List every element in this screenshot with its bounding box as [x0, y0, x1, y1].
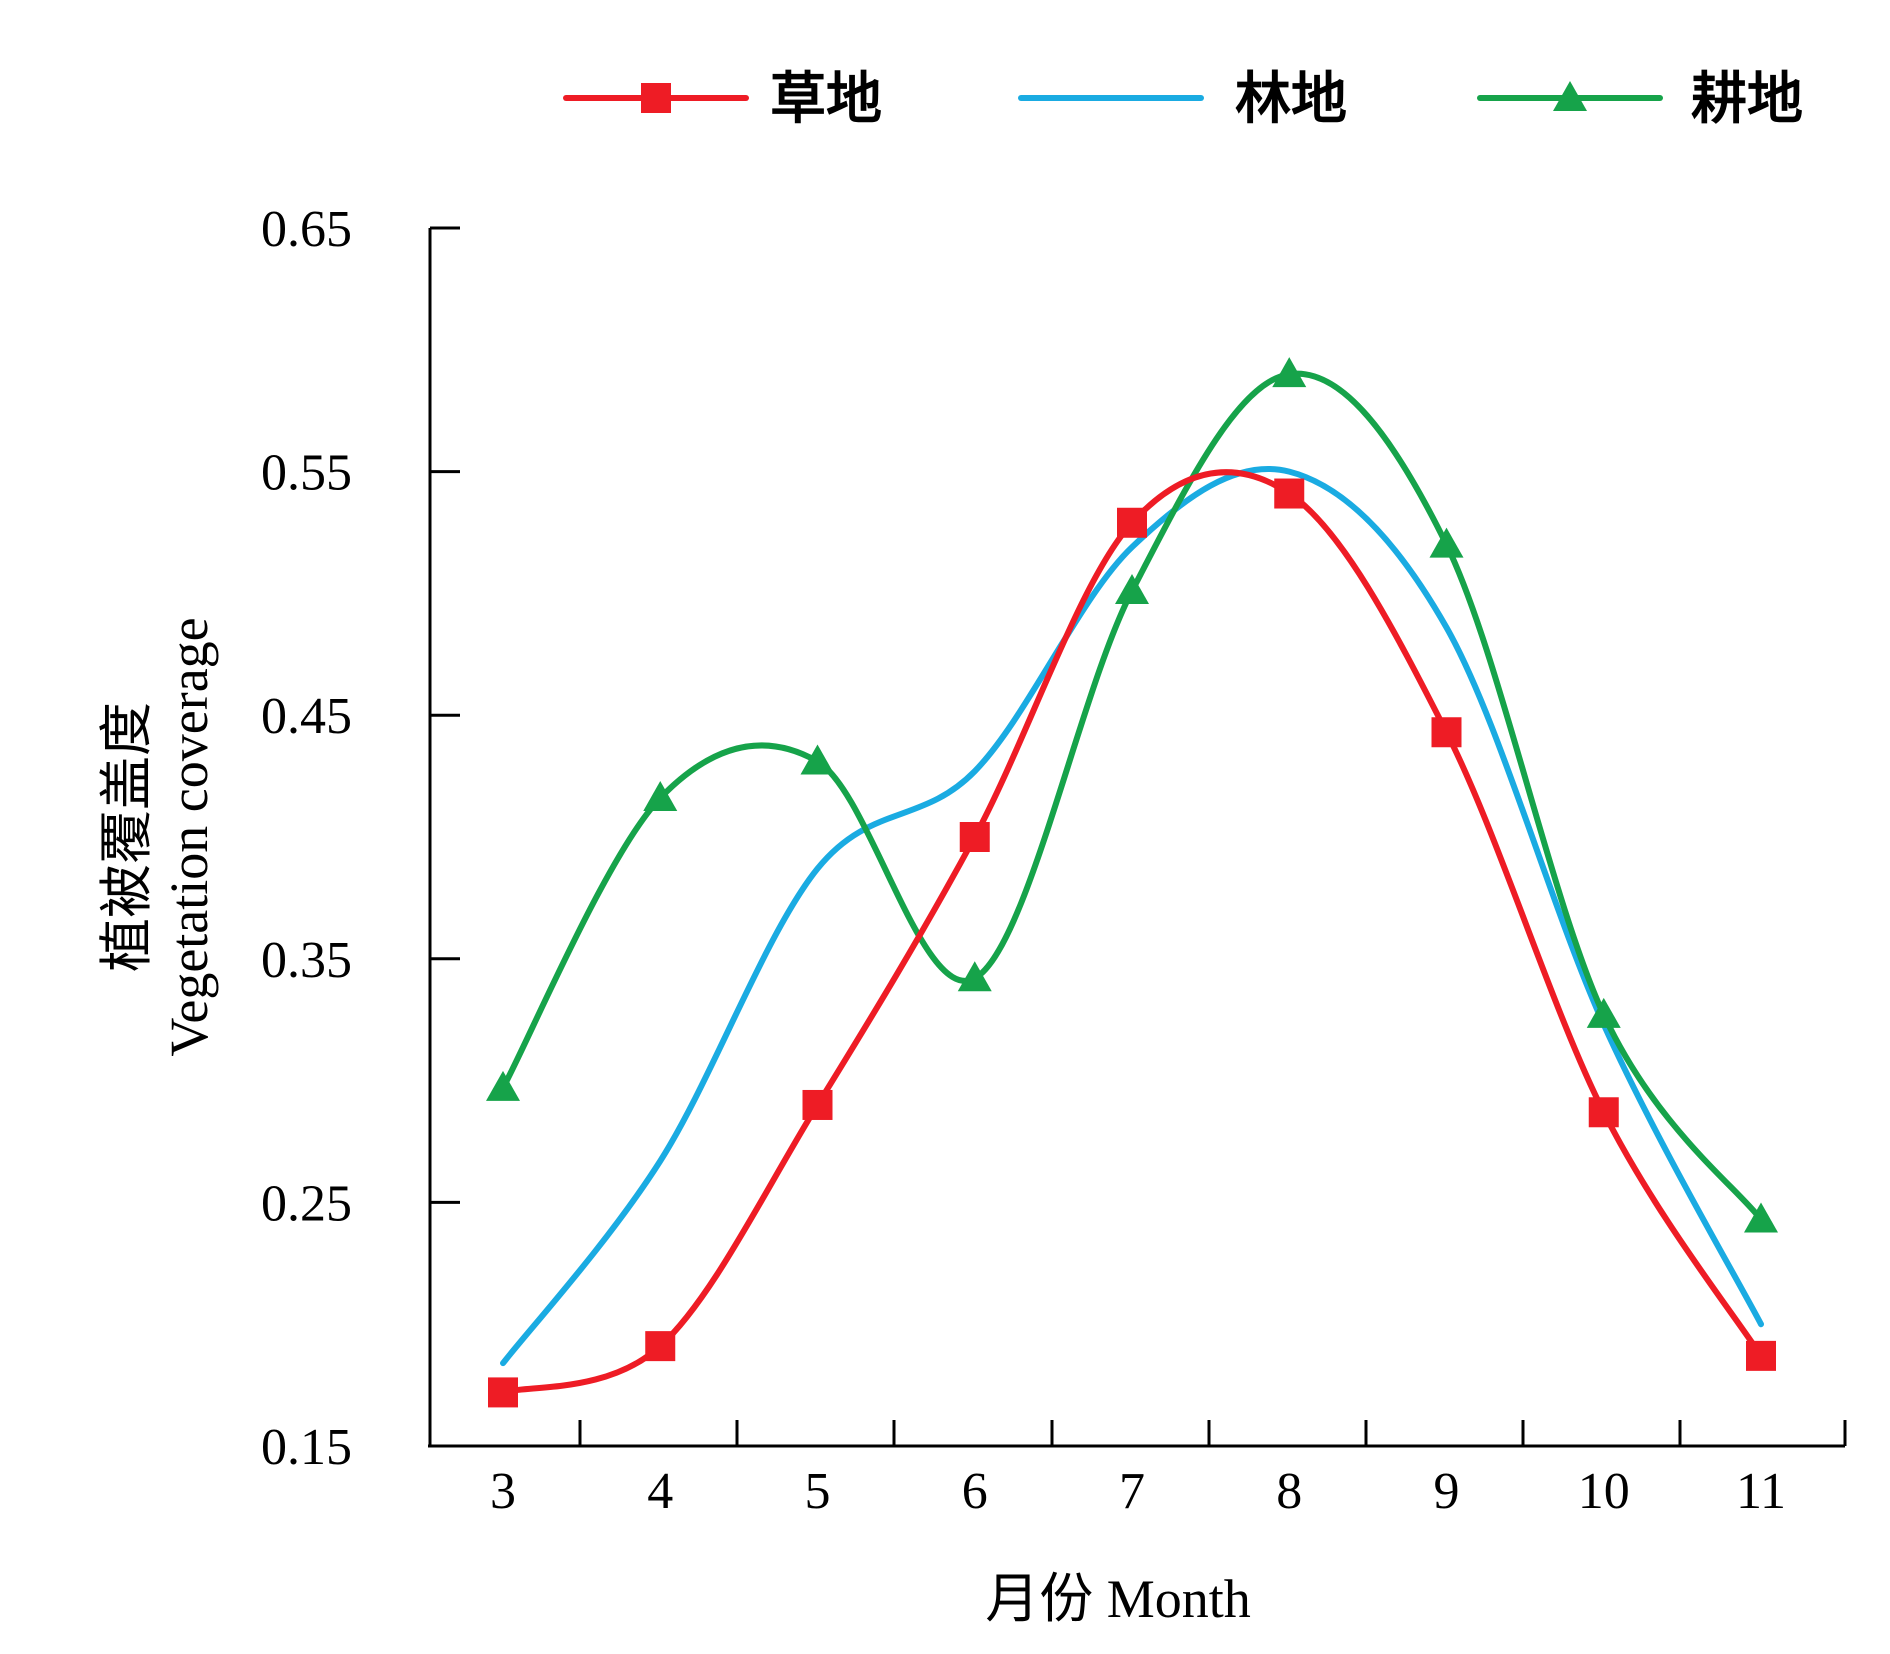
y-axis-title: 植被覆盖度 Vegetation coverage — [97, 617, 219, 1056]
x-tick-label: 7 — [1119, 1463, 1145, 1520]
series-markers — [486, 357, 1778, 1408]
y-tick-label: 0.55 — [261, 445, 352, 502]
x-tick-label: 6 — [962, 1463, 988, 1520]
y-tick-label: 0.25 — [261, 1175, 352, 1232]
data-point-series-1 — [488, 1377, 518, 1408]
y-tick-label: 0.65 — [261, 201, 352, 258]
legend-item-2: 林地 — [1018, 67, 1347, 132]
x-tick-label: 9 — [1434, 1463, 1460, 1520]
y-tick-label: 0.15 — [261, 1419, 352, 1476]
legend-label: 草地 — [770, 67, 882, 132]
data-point-series-1 — [1117, 507, 1147, 538]
data-point-series-3 — [643, 781, 678, 812]
legend-item-1: 草地 — [563, 67, 882, 132]
data-point-series-3 — [957, 961, 992, 992]
series-line-2 — [500, 465, 1764, 1367]
data-point-series-1 — [1274, 478, 1305, 509]
x-tick-label: 11 — [1736, 1463, 1786, 1520]
legend-swatch-marker — [1553, 81, 1587, 111]
axes — [428, 228, 1845, 1448]
x-ticks: 3 4 5 6 7 8 9 10 11 — [428, 1420, 1847, 1520]
y-ticks: 0.15 0.25 0.35 0.45 0.55 0.65 — [261, 201, 460, 1476]
data-point-series-3 — [1115, 573, 1149, 604]
x-tick-label: 5 — [805, 1463, 831, 1520]
data-point-series-1 — [802, 1089, 833, 1120]
data-point-series-3 — [1429, 527, 1464, 558]
data-point-series-3 — [486, 1070, 520, 1101]
y-axis-title-en: Vegetation coverage — [159, 617, 219, 1056]
y-tick-label: 0.35 — [261, 932, 352, 989]
data-point-series-3 — [800, 744, 835, 775]
data-point-series-1 — [1431, 717, 1462, 748]
legend-label: 耕地 — [1691, 67, 1803, 132]
x-tick-label: 8 — [1276, 1463, 1302, 1520]
y-tick-label: 0.45 — [261, 688, 352, 745]
legend-item-3: 耕地 — [1477, 67, 1803, 132]
x-tick-label: 10 — [1578, 1463, 1630, 1520]
y-axis-title-cn: 植被覆盖度 — [97, 702, 157, 972]
series-line-3 — [500, 370, 1764, 1223]
legend-swatch-marker — [641, 83, 671, 113]
legend: 草地 林地 耕地 — [563, 67, 1803, 132]
data-point-series-1 — [1588, 1097, 1619, 1128]
data-point-series-1 — [959, 822, 990, 852]
x-axis-title: 月份 Month — [985, 1569, 1251, 1629]
legend-label: 林地 — [1235, 67, 1347, 132]
x-tick-label: 4 — [647, 1463, 673, 1520]
data-point-series-1 — [1746, 1340, 1776, 1371]
data-point-series-3 — [1744, 1202, 1778, 1233]
data-point-series-1 — [645, 1331, 676, 1362]
x-tick-label: 3 — [490, 1463, 516, 1520]
data-point-series-3 — [1272, 357, 1307, 388]
data-point-series-3 — [1586, 997, 1621, 1028]
